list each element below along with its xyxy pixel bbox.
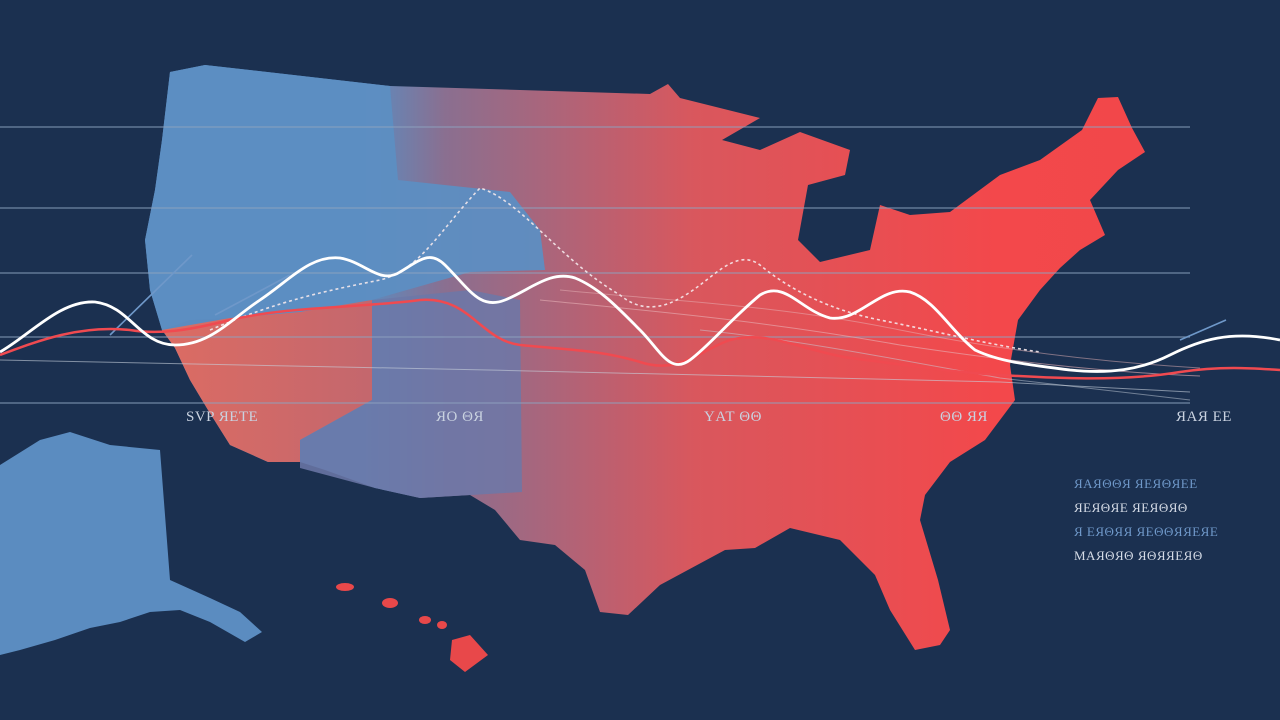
legend-item: ЯЕЯΘЯЕ ЯЕЯΘЯΘ (1074, 500, 1188, 515)
legend-item: ЯАЯΘΘЯ ЯЕЯΘЯЕЕ (1074, 476, 1198, 491)
alaska-shape (0, 432, 262, 655)
axis-label-5: ЯАЯ ЕЕ (1176, 409, 1232, 425)
red-trend-line (0, 298, 1280, 380)
region-mid-blue (300, 290, 522, 498)
legend-item: Я ЕЯΘЯЯ ЯЕΘΘЯЯЕЯЕ (1074, 524, 1219, 539)
hawaii-islands (336, 583, 488, 672)
region-southwest-red (162, 300, 372, 462)
white-trend-line (0, 256, 1280, 373)
axis-label-2: ЯО ΘЯ (436, 409, 484, 425)
axis-label-4: ΘΘ ЯЯ (940, 409, 988, 425)
dashed-trend-line (209, 187, 1041, 353)
legend: ЯАЯΘΘЯ ЯЕЯΘЯЕЕ ЯЕЯΘЯЕ ЯЕЯΘЯΘ Я ЕЯΘЯЯ ЯЕΘ… (1074, 472, 1218, 568)
legend-item: МАЯΘЯΘ ЯΘЯЯЕЯΘ (1074, 548, 1203, 563)
thin-trend-lines (0, 289, 1201, 401)
gridlines (0, 126, 1190, 404)
axis-label-3: ΥАТ ΘΘ (704, 409, 762, 425)
blue-trend-lines (109, 254, 1227, 341)
axis-label-1: SVP ЯЕТЕ (186, 409, 259, 425)
